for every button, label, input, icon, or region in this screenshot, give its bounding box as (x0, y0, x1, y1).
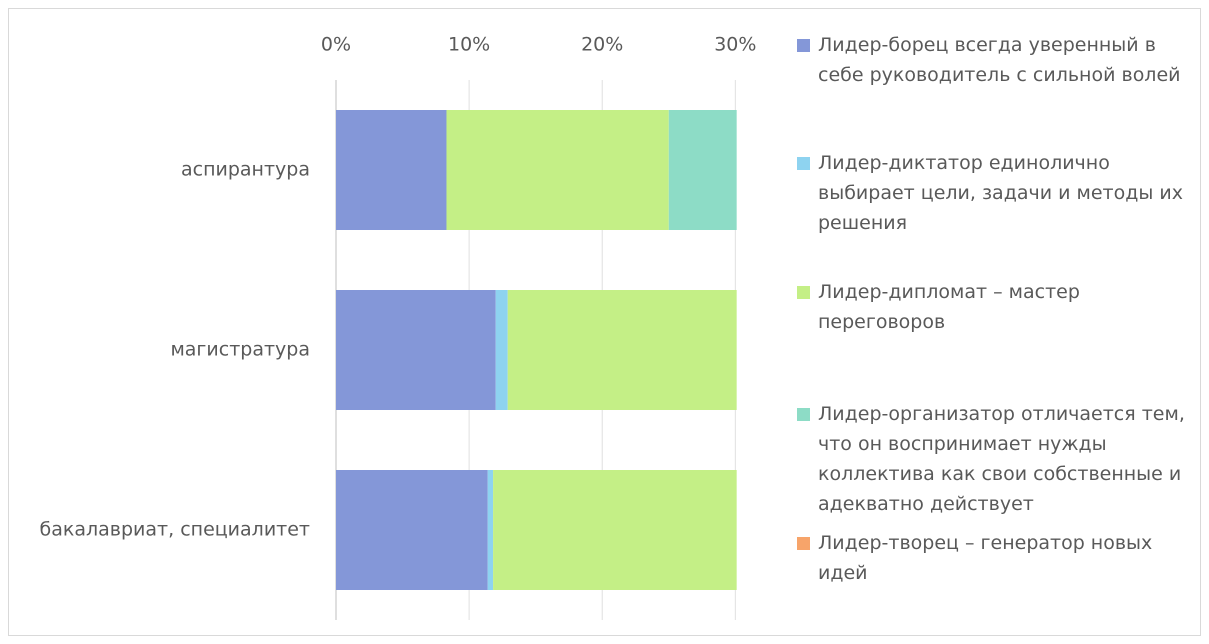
bar-segment (668, 110, 737, 230)
x-tick-label: 10% (448, 34, 490, 56)
legend-item: Лидер-творец – генератор новых идей (797, 528, 1197, 588)
legend-label: Лидер-дипломат – мастер переговоров (818, 281, 1080, 333)
legend-item: Лидер-диктатор единолично выбирает цели,… (797, 148, 1197, 238)
chart-border (8, 8, 1201, 636)
bar-segment (487, 470, 494, 590)
legend-label: Лидер-диктатор единолично выбирает цели,… (818, 152, 1183, 234)
x-tick-label: 0% (321, 34, 351, 56)
x-tick-label: 20% (581, 34, 623, 56)
bar-segment (446, 110, 669, 230)
legend-label: Лидер-организатор отличается тем, что он… (818, 403, 1185, 515)
legend-swatch (797, 39, 810, 52)
y-tick-label: бакалавриат, специалитет (40, 519, 310, 541)
bar-segment (495, 290, 508, 410)
legend-item: Лидер-дипломат – мастер переговоров (797, 277, 1197, 337)
legend-swatch (797, 286, 810, 299)
bar-segment (336, 110, 447, 230)
legend-item: Лидер-организатор отличается тем, что он… (797, 399, 1197, 519)
y-tick-label: аспирантура (181, 159, 310, 181)
legend-swatch (797, 157, 810, 170)
legend-item: Лидер-борец всегда уверенный в себе руко… (797, 30, 1197, 90)
y-tick-label: магистратура (170, 339, 310, 361)
legend-label: Лидер-творец – генератор новых идей (818, 532, 1153, 584)
bar-segment (336, 290, 496, 410)
legend-label: Лидер-борец всегда уверенный в себе руко… (818, 34, 1181, 86)
bar-segment (507, 290, 737, 410)
x-tick-label: 30% (714, 34, 756, 56)
legend-swatch (797, 408, 810, 421)
bar-segment (336, 470, 488, 590)
bar-segment (493, 470, 737, 590)
legend-swatch (797, 537, 810, 550)
